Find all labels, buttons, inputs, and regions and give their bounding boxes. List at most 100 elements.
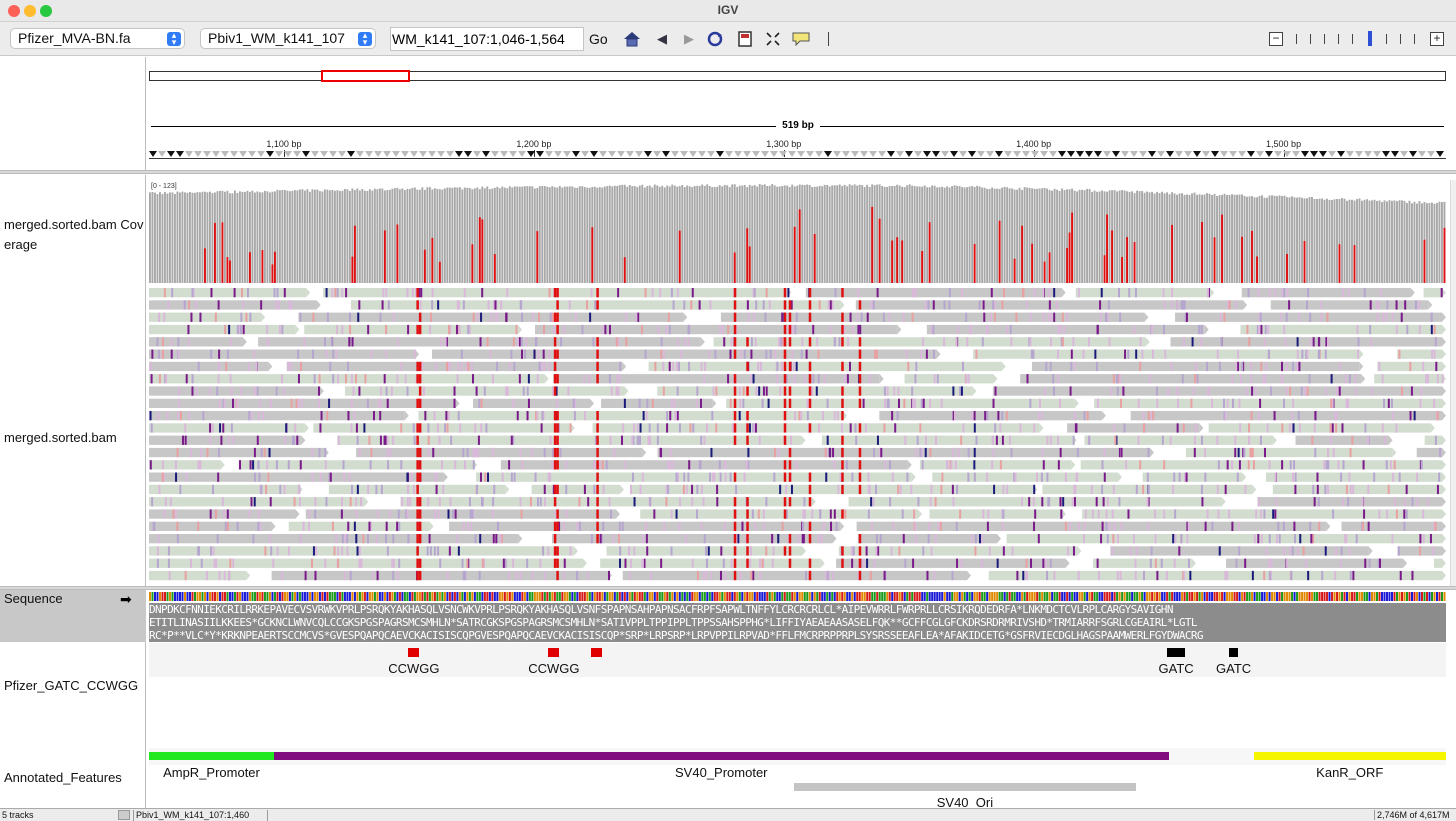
site-feature[interactable] (548, 648, 560, 657)
read-modification (448, 546, 451, 556)
strand-arrow-icon[interactable]: ➡ (120, 591, 132, 607)
read-modification (669, 447, 672, 458)
read-modification (1296, 337, 1299, 347)
read-modification (458, 324, 461, 335)
zoom-level-tick[interactable] (1338, 34, 1339, 44)
zoom-in-button[interactable]: + (1430, 32, 1444, 46)
read-modification (1032, 349, 1035, 359)
alignment-track-name[interactable]: merged.sorted.bam (4, 430, 117, 445)
site-feature[interactable] (408, 648, 420, 657)
read-modification (669, 411, 672, 421)
coverage-track[interactable] (149, 183, 1446, 285)
read-modification (406, 386, 409, 396)
zoom-level-tick[interactable] (1386, 34, 1387, 44)
locus-input[interactable]: WM_k141_107:1,046-1,564 (390, 27, 584, 51)
fit-window-icon[interactable] (764, 30, 782, 48)
data-panel-scrollbar[interactable] (1450, 180, 1456, 590)
chromosome-select[interactable]: Pbiv1_WM_k141_107 ▴ ▾ (200, 28, 376, 49)
maximize-window-button[interactable] (40, 5, 52, 17)
annotation-feature[interactable] (149, 752, 274, 760)
panel-divider[interactable] (0, 170, 1456, 174)
sequence-base (173, 592, 176, 601)
zoom-current-level[interactable] (1368, 31, 1372, 46)
refresh-icon[interactable] (706, 30, 724, 48)
site-marker (185, 151, 193, 157)
coverage-track-name[interactable]: merged.sorted.bam Coverage (4, 217, 144, 252)
coverage-bar (953, 185, 956, 283)
forward-icon[interactable]: ▶ (684, 31, 694, 46)
read-modification (1302, 546, 1305, 556)
back-icon[interactable]: ◀ (657, 31, 667, 46)
site-marker (671, 151, 679, 157)
read-modification (1149, 374, 1152, 384)
home-icon[interactable] (623, 30, 641, 48)
sequence-base (311, 592, 314, 601)
coverage-bar (628, 185, 631, 283)
alignment-track[interactable] (149, 287, 1446, 587)
zoom-level-tick[interactable] (1324, 34, 1325, 44)
annotation-track-name[interactable]: Annotated_Features (4, 770, 122, 785)
chromosome-ideogram[interactable] (149, 71, 1446, 81)
read-modification (191, 374, 194, 384)
site-feature[interactable] (1167, 648, 1186, 657)
zoom-level-tick[interactable] (1352, 34, 1353, 44)
ideogram-current-region[interactable] (321, 70, 410, 82)
sequence-base (293, 592, 296, 601)
ruler-toggle-icon[interactable] (828, 32, 829, 46)
site-feature[interactable] (590, 648, 602, 657)
roi-icon[interactable] (736, 30, 754, 48)
read-modification (325, 497, 328, 507)
close-window-button[interactable] (8, 5, 20, 17)
zoom-level-tick[interactable] (1400, 34, 1401, 44)
coverage-bar (556, 187, 559, 283)
read-modification (638, 398, 641, 408)
read-modification (368, 435, 371, 445)
site-marker (1274, 151, 1282, 157)
read-modification (1106, 312, 1109, 322)
sequence-base (873, 592, 876, 601)
go-button[interactable]: Go (589, 31, 608, 47)
read-modification (820, 534, 823, 544)
zoom-level-tick[interactable] (1310, 34, 1311, 44)
read-modification (364, 374, 367, 384)
read-modification (1306, 386, 1309, 396)
read-modification (1123, 423, 1126, 433)
read-mismatch (416, 300, 419, 310)
read-modification (390, 386, 393, 396)
minimize-window-button[interactable] (24, 5, 36, 17)
sequence-base (548, 592, 551, 601)
annotation-feature[interactable] (793, 783, 1137, 791)
sequence-base (778, 592, 781, 601)
sequence-base (181, 592, 184, 601)
read-modification (285, 423, 288, 433)
read-modification (526, 411, 529, 421)
read-modification (210, 349, 213, 359)
read-modification (1429, 534, 1432, 544)
coverage-bar (586, 187, 589, 283)
sequence-base (958, 592, 961, 601)
site-feature[interactable] (1229, 648, 1239, 657)
read-modification (696, 484, 699, 495)
sequence-base (691, 592, 694, 601)
annotation-feature[interactable] (1253, 752, 1446, 760)
panel-divider[interactable] (0, 586, 1456, 590)
coverage-mismatch (228, 260, 231, 283)
annotation-feature[interactable] (273, 752, 1169, 760)
zoom-out-button[interactable]: − (1269, 32, 1283, 46)
status-memory[interactable]: 2,746M of 4,617M (1374, 810, 1450, 820)
read-modification (462, 570, 465, 581)
popup-info-icon[interactable] (792, 30, 810, 48)
zoom-level-tick[interactable] (1414, 34, 1415, 44)
sites-track-name[interactable]: Pfizer_GATC_CCWGG (4, 678, 139, 693)
genome-select[interactable]: Pfizer_MVA-BN.fa ▴ ▾ (10, 28, 185, 49)
sequence-track-name[interactable]: Sequence (4, 591, 63, 606)
zoom-level-tick[interactable] (1296, 34, 1297, 44)
read-modification (1251, 447, 1254, 458)
read-strand-tip (683, 312, 688, 322)
sequence-base (1013, 592, 1016, 601)
read-modification (1022, 288, 1025, 298)
coverage-bar (588, 187, 591, 283)
read-modification (350, 423, 353, 433)
read-modification (1025, 558, 1028, 568)
sequence-base (1368, 592, 1371, 601)
